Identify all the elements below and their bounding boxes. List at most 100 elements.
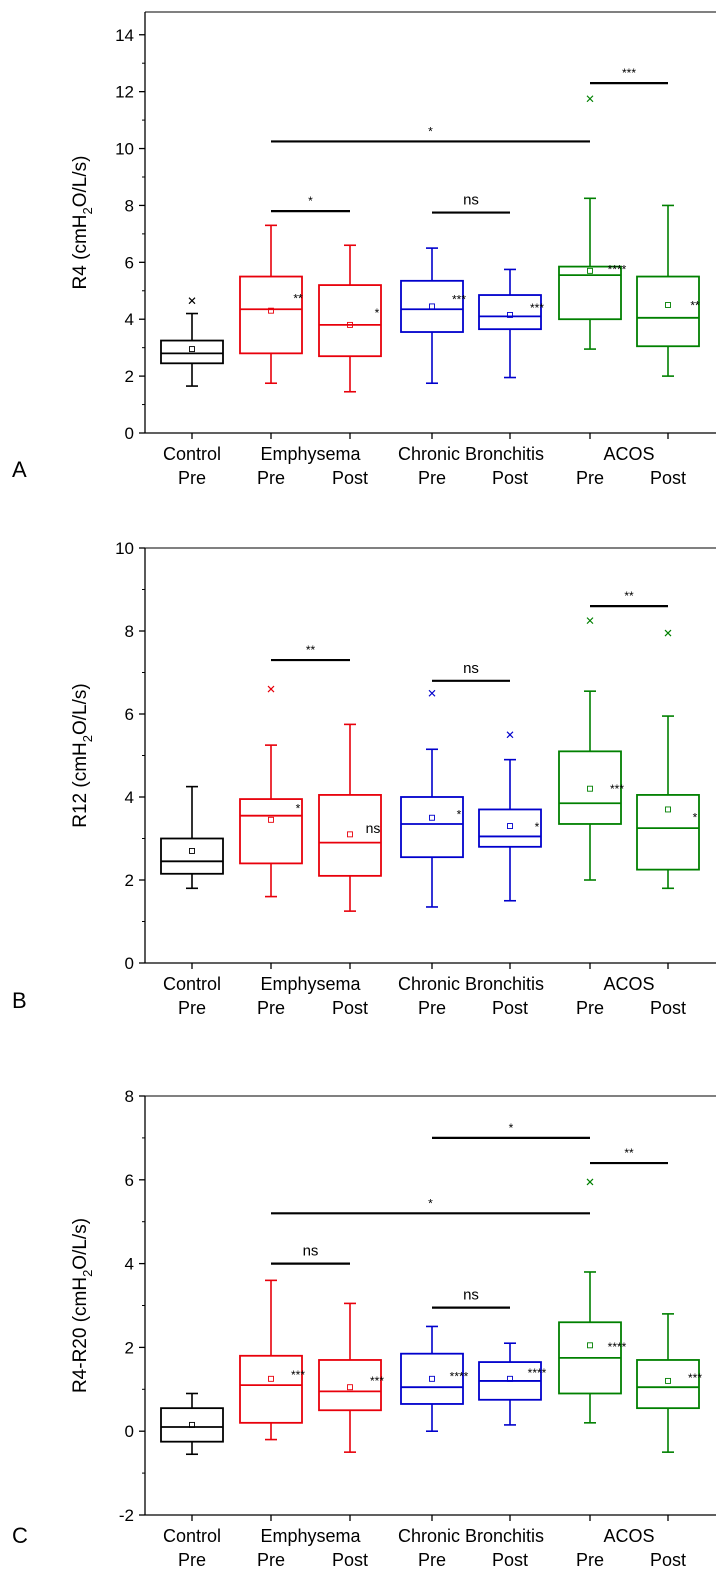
comparison-label: * [308, 194, 313, 208]
y-tick-label: 12 [115, 83, 134, 102]
box-6: *** [558, 617, 624, 881]
y-tick-label: 4 [125, 788, 134, 807]
box-3: *** [318, 1302, 384, 1453]
box-6: **** [558, 1178, 627, 1424]
box-3: ns [318, 723, 382, 912]
box-label: Pre [257, 998, 285, 1018]
y-tick-label: 6 [125, 705, 134, 724]
mean-marker [189, 346, 195, 353]
mean-marker [507, 311, 513, 318]
box-label: Post [332, 468, 368, 488]
panel-label: B [12, 988, 27, 1013]
y-axis-title-rest: O/L/s) [70, 1218, 91, 1270]
significance-label: *** [291, 1368, 305, 1382]
box-7: *** [636, 1313, 702, 1453]
comparison-label: *** [622, 66, 636, 80]
significance-label: * [457, 808, 462, 822]
box-label: Post [650, 1550, 686, 1570]
mean-marker [268, 816, 274, 823]
mean-marker [507, 1375, 513, 1382]
mean-marker [665, 806, 671, 813]
box-2: *** [239, 1279, 305, 1441]
mean-marker [429, 814, 435, 821]
box-1 [160, 1392, 224, 1456]
y-tick-label: 0 [125, 1422, 134, 1441]
y-tick-label: 8 [125, 622, 134, 641]
box-label: Pre [576, 1550, 604, 1570]
group-label: Chronic Bronchitis [398, 974, 544, 994]
box-iqr [160, 339, 224, 365]
panel-label: A [12, 457, 27, 482]
box-label: Pre [418, 1550, 446, 1570]
y-axis-title-rest: O/L/s) [70, 683, 91, 735]
y-tick-label: 10 [115, 539, 134, 558]
y-tick-label: -2 [119, 1506, 134, 1525]
box-label: Post [650, 468, 686, 488]
box-5: **** [478, 1342, 547, 1426]
box-label: Pre [257, 1550, 285, 1570]
group-label: Control [163, 974, 221, 994]
y-tick-label: 8 [125, 1087, 134, 1106]
significance-label: ns [366, 820, 381, 836]
comparison-label: ns [463, 1287, 479, 1304]
y-axis-title-sub: 2 [80, 735, 95, 742]
box-iqr [318, 794, 382, 877]
y-axis-title-main: R4 (cmH [70, 215, 91, 290]
group-label: Control [163, 444, 221, 464]
panel-label: C [12, 1523, 28, 1548]
y-tick-label: 0 [125, 954, 134, 973]
box-iqr [239, 275, 303, 355]
box-label: Post [332, 998, 368, 1018]
box-4: *** [400, 247, 466, 385]
box-label: Pre [178, 468, 206, 488]
box-2: * [239, 685, 303, 898]
y-axis-title-rest: O/L/s) [70, 156, 91, 208]
box-iqr [318, 1359, 382, 1412]
significance-label: *** [610, 782, 624, 796]
y-tick-label: 4 [125, 310, 134, 329]
box-iqr [400, 796, 464, 859]
significance-label: **** [528, 1366, 547, 1380]
box-iqr [400, 279, 464, 333]
comparison-label: ns [303, 1243, 319, 1260]
box-iqr [160, 1407, 224, 1443]
y-axis-title-main: R4-R20 (cmH [70, 1277, 91, 1393]
comparison-label: ** [306, 643, 316, 657]
significance-label: *** [688, 1371, 702, 1385]
significance-label: **** [608, 1340, 627, 1354]
box-4: **** [400, 1325, 469, 1432]
significance-label: ** [293, 292, 303, 306]
y-tick-label: 0 [125, 424, 134, 443]
outlier-marker [188, 297, 196, 305]
y-tick-label: 2 [125, 367, 134, 386]
mean-marker [347, 831, 353, 838]
y-tick-label: 8 [125, 196, 134, 215]
group-label: ACOS [603, 1526, 654, 1546]
mean-marker [268, 1375, 274, 1382]
mean-marker [587, 1342, 593, 1349]
outlier-marker [586, 1178, 594, 1186]
box-iqr [400, 1352, 464, 1405]
mean-marker [587, 267, 593, 274]
y-axis-title-sub: 2 [80, 207, 95, 214]
box-label: Pre [178, 998, 206, 1018]
significance-label: *** [452, 293, 466, 307]
mean-marker [429, 303, 435, 310]
y-axis-title: R4 (cmH2O/L/s) [70, 156, 95, 290]
box-iqr [478, 808, 542, 848]
outlier-marker [267, 685, 275, 693]
box-label: Post [650, 998, 686, 1018]
mean-marker [507, 823, 513, 829]
y-tick-label: 6 [125, 253, 134, 272]
box-1 [160, 297, 224, 387]
box-5: * [478, 731, 542, 902]
group-label: Chronic Bronchitis [398, 1526, 544, 1546]
mean-marker [189, 1421, 195, 1428]
outlier-marker [664, 629, 672, 637]
mean-marker [665, 1377, 671, 1384]
box-5: *** [478, 268, 544, 379]
box-iqr [636, 1359, 700, 1410]
